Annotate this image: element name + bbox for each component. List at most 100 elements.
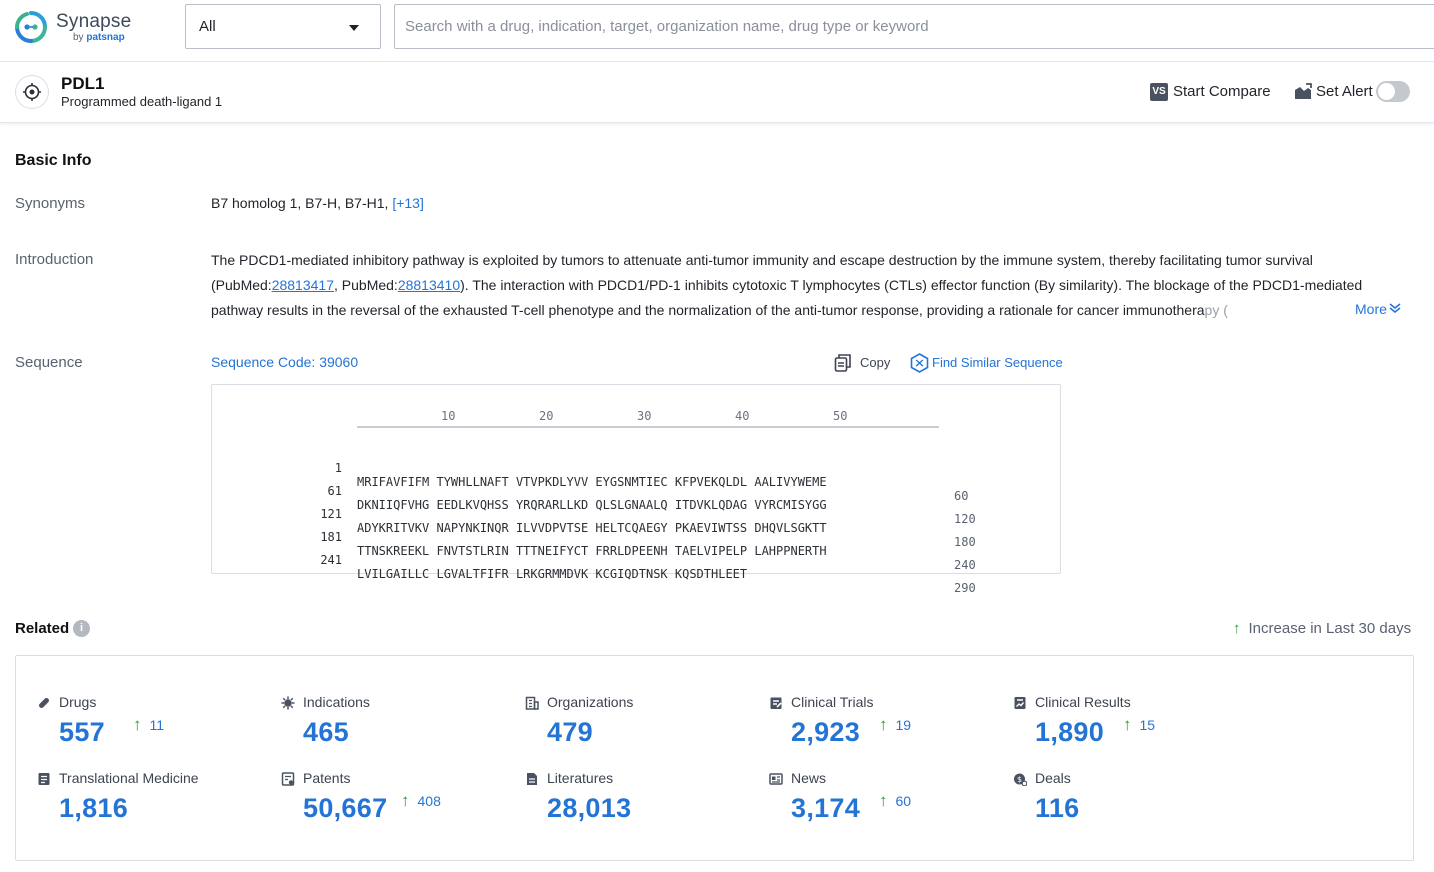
stat-value: 3,174 xyxy=(791,793,860,824)
find-similar-label: Find Similar Sequence xyxy=(932,355,1063,370)
start-compare-label: Start Compare xyxy=(1173,83,1271,100)
brand-sub-name: patsnap xyxy=(86,32,124,43)
stat-increase: ↑ 19 xyxy=(879,715,911,735)
stat-value: 1,816 xyxy=(59,793,128,824)
stat-label: News xyxy=(791,770,826,786)
synapse-logo-icon xyxy=(14,10,48,44)
stat-increase-value: 19 xyxy=(896,717,912,733)
stat-value: 2,923 xyxy=(791,717,860,748)
ruler-tick: 30 xyxy=(637,409,651,423)
stat-label: Translational Medicine xyxy=(59,770,199,786)
deal-icon: $ xyxy=(1013,772,1027,786)
arrow-up-icon: ↑ xyxy=(133,715,142,734)
stat-indications[interactable]: Indications 465 xyxy=(281,693,521,759)
chevron-down-icon xyxy=(349,25,359,31)
stat-value: 1,890 xyxy=(1035,717,1104,748)
stat-label: Clinical Results xyxy=(1035,694,1131,710)
copy-label: Copy xyxy=(860,355,890,370)
sequence-row: 121 ADYKRITVKV NAPYNKINQR ILVVDPVTSE HEL… xyxy=(212,493,1062,511)
sequence-code-link[interactable]: Sequence Code: 39060 xyxy=(211,354,358,370)
synonyms-text: B7 homolog 1, B7-H, B7-H1, xyxy=(211,195,392,211)
stat-increase-value: 408 xyxy=(418,793,441,809)
more-button[interactable]: More xyxy=(1351,301,1401,317)
stat-increase: ↑15 xyxy=(1123,715,1155,735)
clipboard-icon xyxy=(769,696,783,710)
stat-label: Patents xyxy=(303,770,350,786)
stat-label: Drugs xyxy=(59,694,96,710)
stat-label: Literatures xyxy=(547,770,613,786)
stat-value: 465 xyxy=(303,717,349,748)
search-input[interactable] xyxy=(394,4,1434,49)
target-symbol: PDL1 xyxy=(61,74,104,94)
pubmed-link[interactable]: 28813410 xyxy=(398,277,460,293)
alert-toggle[interactable] xyxy=(1376,81,1410,102)
stat-literatures[interactable]: Literatures 28,013 xyxy=(525,769,765,835)
literature-icon xyxy=(525,772,539,786)
copy-icon xyxy=(834,353,852,373)
brand-sub: by patsnap xyxy=(73,32,125,43)
stat-increase: ↑11 xyxy=(133,715,164,735)
arrow-up-icon: ↑ xyxy=(1123,715,1132,734)
stat-value: 479 xyxy=(547,717,593,748)
set-alert-label: Set Alert xyxy=(1316,83,1373,100)
brand-sub-prefix: by xyxy=(73,32,84,43)
stat-deals[interactable]: $ Deals 116 xyxy=(1013,769,1253,835)
introduction-label: Introduction xyxy=(15,251,93,268)
increase-legend-label: Increase in Last 30 days xyxy=(1249,620,1412,637)
stat-news[interactable]: News 3,174 ↑60 xyxy=(769,769,1009,835)
chevron-double-down-icon xyxy=(1389,302,1401,317)
stat-label: Clinical Trials xyxy=(791,694,873,710)
chart-doc-icon xyxy=(1013,696,1027,710)
stat-drugs[interactable]: Drugs 557 ↑11 xyxy=(37,693,277,759)
stat-translational-medicine[interactable]: Translational Medicine 1,816 xyxy=(37,769,277,835)
info-icon[interactable]: i xyxy=(73,620,90,637)
synapse-logo[interactable]: Synapse by patsnap xyxy=(14,10,134,48)
intro-part: , PubMed: xyxy=(334,277,398,293)
sequence-row-residues: LVILGAILLC LGVALTFIFR LRKGRMMDVK KCGIQDT… xyxy=(357,567,747,581)
stat-clinical-trials[interactable]: Clinical Trials 2,923 ↑ 19 xyxy=(769,693,1009,759)
arrow-up-icon: ↑ xyxy=(401,791,410,810)
stat-organizations[interactable]: Organizations 479 xyxy=(525,693,765,759)
alert-icon xyxy=(1294,83,1312,101)
patent-icon xyxy=(281,772,295,786)
synonyms-value: B7 homolog 1, B7-H, B7-H1, [+13] xyxy=(211,195,424,211)
toggle-knob xyxy=(1378,83,1395,100)
stat-label: Deals xyxy=(1035,770,1071,786)
sequence-row-end: 240 xyxy=(954,558,976,572)
ruler-tick: 10 xyxy=(441,409,455,423)
stat-clinical-results[interactable]: Clinical Results 1,890 ↑15 xyxy=(1013,693,1253,759)
top-bar: Synapse by patsnap All xyxy=(0,0,1434,62)
arrow-up-icon: ↑ xyxy=(879,715,888,734)
synonyms-label: Synonyms xyxy=(15,195,85,212)
news-icon xyxy=(769,772,783,786)
more-label: More xyxy=(1355,301,1387,317)
synonyms-more-link[interactable]: [+13] xyxy=(392,195,424,211)
related-title: Related xyxy=(15,620,69,637)
dna-search-icon xyxy=(910,353,929,373)
stat-value: 557 xyxy=(59,717,105,748)
search-scope-select[interactable]: All xyxy=(185,4,381,49)
stat-increase: ↑60 xyxy=(879,791,911,811)
intro-fade: py ( xyxy=(1205,302,1228,318)
target-full-name: Programmed death-ligand 1 xyxy=(61,94,222,109)
basic-info-title: Basic Info xyxy=(15,152,91,170)
ruler-tick: 50 xyxy=(833,409,847,423)
stat-label: Organizations xyxy=(547,694,633,710)
sequence-row-start: 241 xyxy=(212,553,342,567)
pubmed-link[interactable]: 28813417 xyxy=(272,277,334,293)
sequence-label: Sequence xyxy=(15,354,83,371)
search-scope-value: All xyxy=(199,18,216,35)
sequence-row: 181 TTNSKREEKL FNVTSTLRIN TTTNEIFYCT FRR… xyxy=(212,516,1062,534)
target-icon xyxy=(15,75,49,109)
stat-patents[interactable]: Patents 50,667 ↑408 xyxy=(281,769,521,835)
building-icon xyxy=(525,696,539,710)
arrow-up-icon: ↑ xyxy=(879,791,888,810)
stat-label: Indications xyxy=(303,694,370,710)
arrow-up-icon: ↑ xyxy=(1233,620,1241,637)
sequence-viewer: 10 20 30 40 50 1 MRIFAVFIFM TYWHLLNAFT V… xyxy=(211,384,1061,574)
sequence-row: 61 DKNIIQFVHG EEDLKVQHSS YRQRARLLKD QLSL… xyxy=(212,470,1062,488)
target-header: PDL1 Programmed death-ligand 1 VS Start … xyxy=(0,62,1434,123)
brand-name: Synapse xyxy=(56,11,131,33)
sequence-row-end: 290 xyxy=(954,581,976,595)
sequence-row: 241 LVILGAILLC LGVALTFIFR LRKGRMMDVK KCG… xyxy=(212,539,1062,557)
